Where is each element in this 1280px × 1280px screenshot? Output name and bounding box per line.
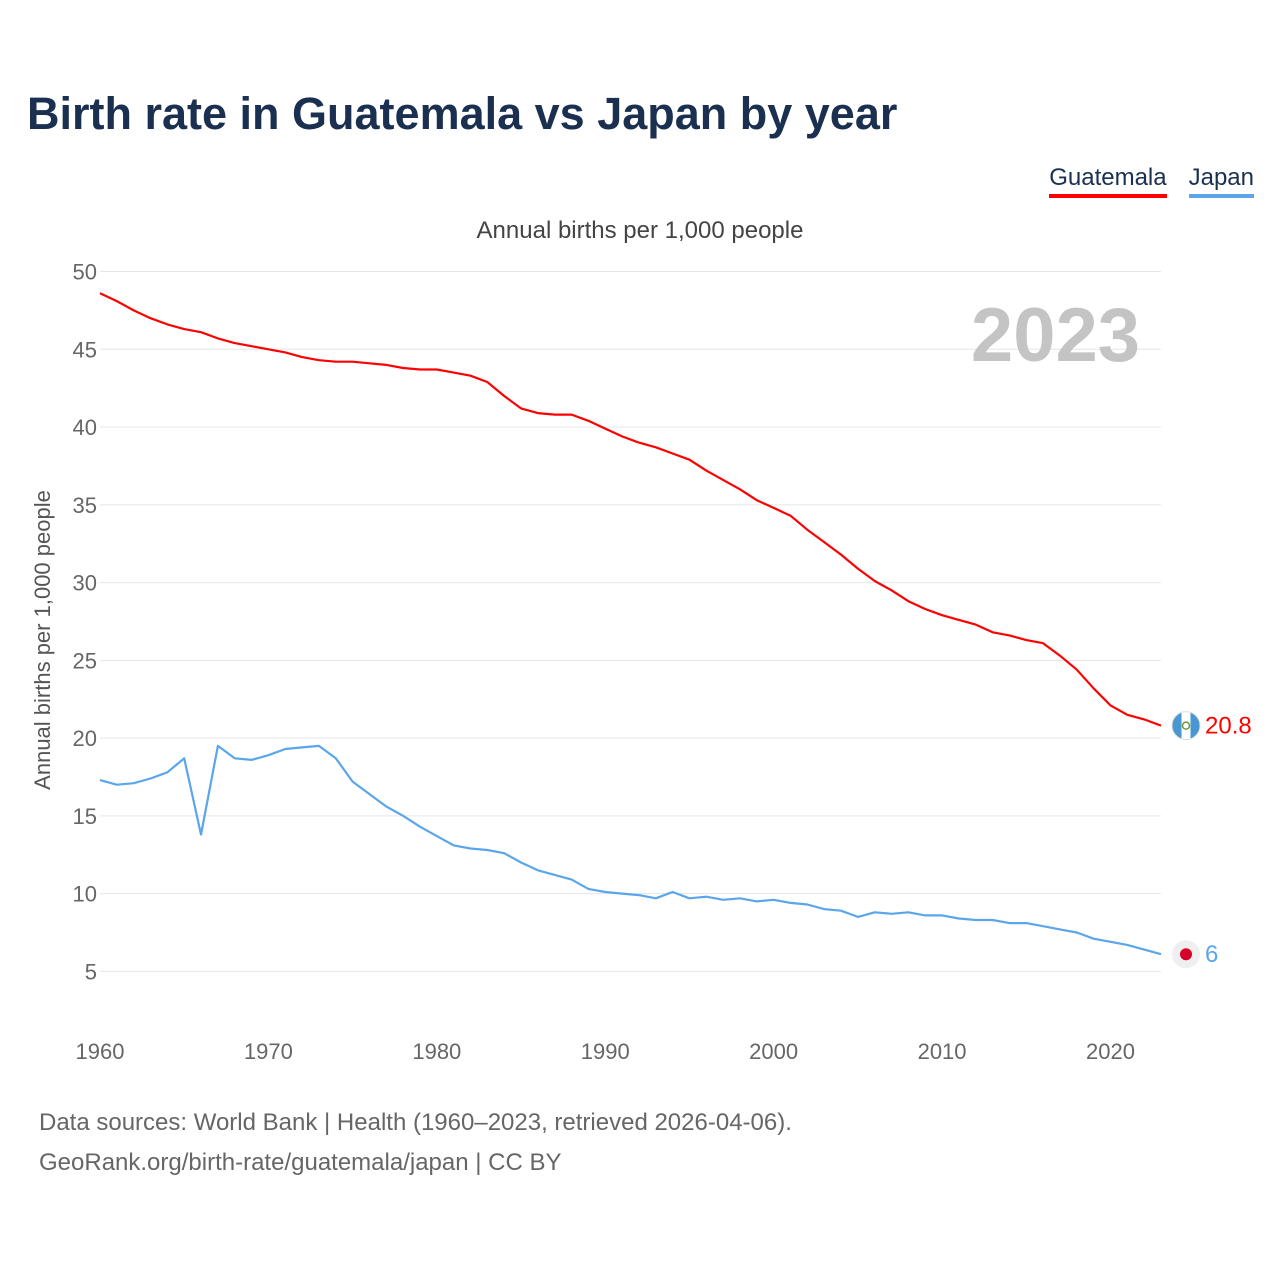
- legend: Guatemala Japan: [1049, 164, 1254, 198]
- x-tick-label: 2020: [1086, 1039, 1135, 1064]
- y-tick-label: 45: [73, 337, 97, 362]
- year-watermark: 2023: [971, 293, 1140, 378]
- series-line-guatemala: [99, 292, 1162, 727]
- y-tick-label: 50: [73, 260, 97, 285]
- end-value-label-guatemala: 20.8: [1205, 713, 1252, 740]
- y-tick-label: 40: [73, 415, 97, 440]
- x-tick-label: 2010: [918, 1039, 967, 1064]
- chart-title: Birth rate in Guatemala vs Japan by year: [27, 88, 898, 139]
- y-tick-label: 30: [73, 571, 97, 596]
- y-tick-label: 25: [73, 648, 97, 673]
- x-tick-label: 1970: [244, 1039, 293, 1064]
- x-tick-label: 1990: [581, 1039, 630, 1064]
- legend-item-japan[interactable]: Japan: [1188, 164, 1254, 198]
- x-tick-label: 1980: [412, 1039, 461, 1064]
- y-tick-label: 10: [73, 882, 97, 907]
- credit-link[interactable]: GeoRank.org/birth-rate/guatemala/japan |…: [39, 1149, 562, 1176]
- y-axis-label: Annual births per 1,000 people: [30, 490, 55, 790]
- guatemala-flag-icon: [1171, 711, 1201, 741]
- series-line-japan: [99, 744, 1162, 956]
- y-tick-label: 35: [73, 493, 97, 518]
- footer: Data sources: World Bank | Health (1960–…: [39, 1103, 792, 1183]
- legend-item-guatemala[interactable]: Guatemala: [1049, 164, 1167, 198]
- y-tick-label: 15: [73, 804, 97, 829]
- y-tick-label: 5: [85, 959, 97, 984]
- data-sources-note: Data sources: World Bank | Health (1960–…: [39, 1109, 792, 1136]
- x-tick-label: 1960: [76, 1039, 125, 1064]
- y-tick-label: 20: [73, 726, 97, 751]
- chart-subtitle: Annual births per 1,000 people: [476, 217, 804, 244]
- japan-flag-sun: [1180, 948, 1192, 961]
- end-value-label-japan: 6: [1205, 941, 1218, 968]
- x-tick-label: 2000: [749, 1039, 798, 1064]
